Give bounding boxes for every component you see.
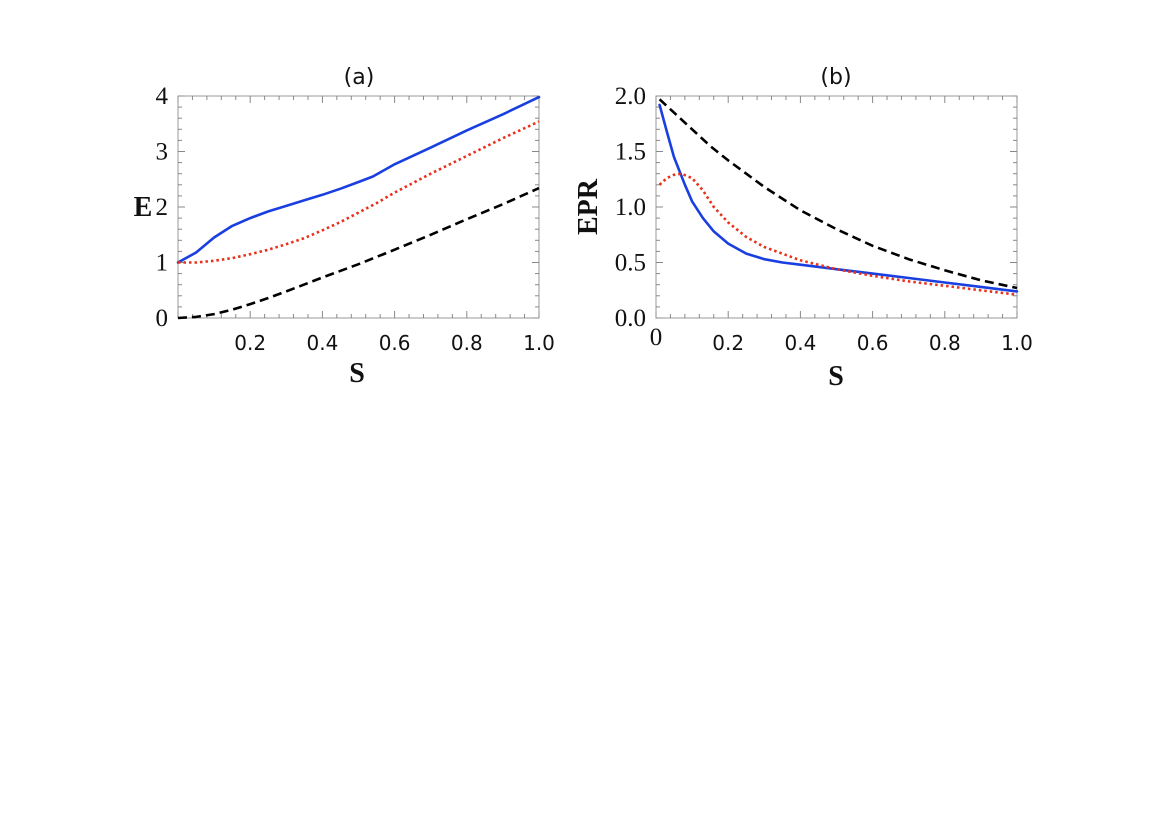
panel-a-series [176,95,541,320]
panel-a-ticks [177,95,540,319]
panel-b: (b) 0 0.2 0.4 0.6 0.8 1.0 0.0 0.5 1.0 1.5 2.0 S E… [573,65,1033,392]
panel-a-x-axis-label: S [349,358,365,389]
y-tick-label: 4 [156,83,169,110]
panel-b-x-tick-labels: 0 0.2 0.4 0.6 0.8 1.0 [650,324,1033,355]
panel-b-x-axis-label: S [828,361,844,392]
y-tick-label: 0 [156,305,169,332]
series-line-dotted [658,172,1018,296]
panel-a-x-tick-labels: 0.2 0.4 0.6 0.8 1.0 [234,331,555,355]
series-line-dashed [658,98,1018,290]
panel-b-title: (b) [820,65,851,90]
y-tick-label: 1.0 [615,194,646,221]
panel-a-title: (a) [344,65,375,90]
panel-b-y-axis-label: EPR [573,178,604,235]
series-line-solid [176,95,541,264]
y-tick-label: 2 [156,194,169,221]
panel-a: (a) 0.2 0.4 0.6 0.8 1.0 0 1 2 3 4 S E [134,65,555,389]
x-tick-label: 0.6 [379,331,411,355]
series-line-solid [658,103,1019,293]
y-tick-label: 1 [156,250,169,277]
y-tick-label: 1.5 [615,139,646,166]
panel-b-series [658,98,1019,296]
y-tick-label: 2.0 [615,83,646,110]
x-tick-label: 0.8 [929,331,961,355]
y-tick-label: 0.5 [615,250,646,277]
series-line-dashed [177,186,540,320]
x-tick-label: 0.4 [784,331,816,355]
x-tick-label: 1.0 [523,331,555,355]
x-tick-label: 0.2 [234,331,266,355]
x-tick-label: 0.8 [451,331,483,355]
panel-b-ticks [655,95,1018,319]
x-tick-label: 1.0 [1001,331,1033,355]
x-tick-label: 0 [650,324,663,351]
x-tick-label: 0.2 [712,331,744,355]
panel-a-frame [177,95,540,319]
panel-a-y-tick-labels: 0 1 2 3 4 [156,83,169,332]
y-tick-label: 0.0 [615,305,646,332]
panel-b-y-tick-labels: 0.0 0.5 1.0 1.5 2.0 [615,83,646,332]
x-tick-label: 0.6 [857,331,889,355]
panel-a-y-axis-label: E [134,192,153,223]
x-tick-label: 0.4 [306,331,338,355]
series-line-dotted [178,120,540,264]
y-tick-label: 3 [156,139,169,166]
